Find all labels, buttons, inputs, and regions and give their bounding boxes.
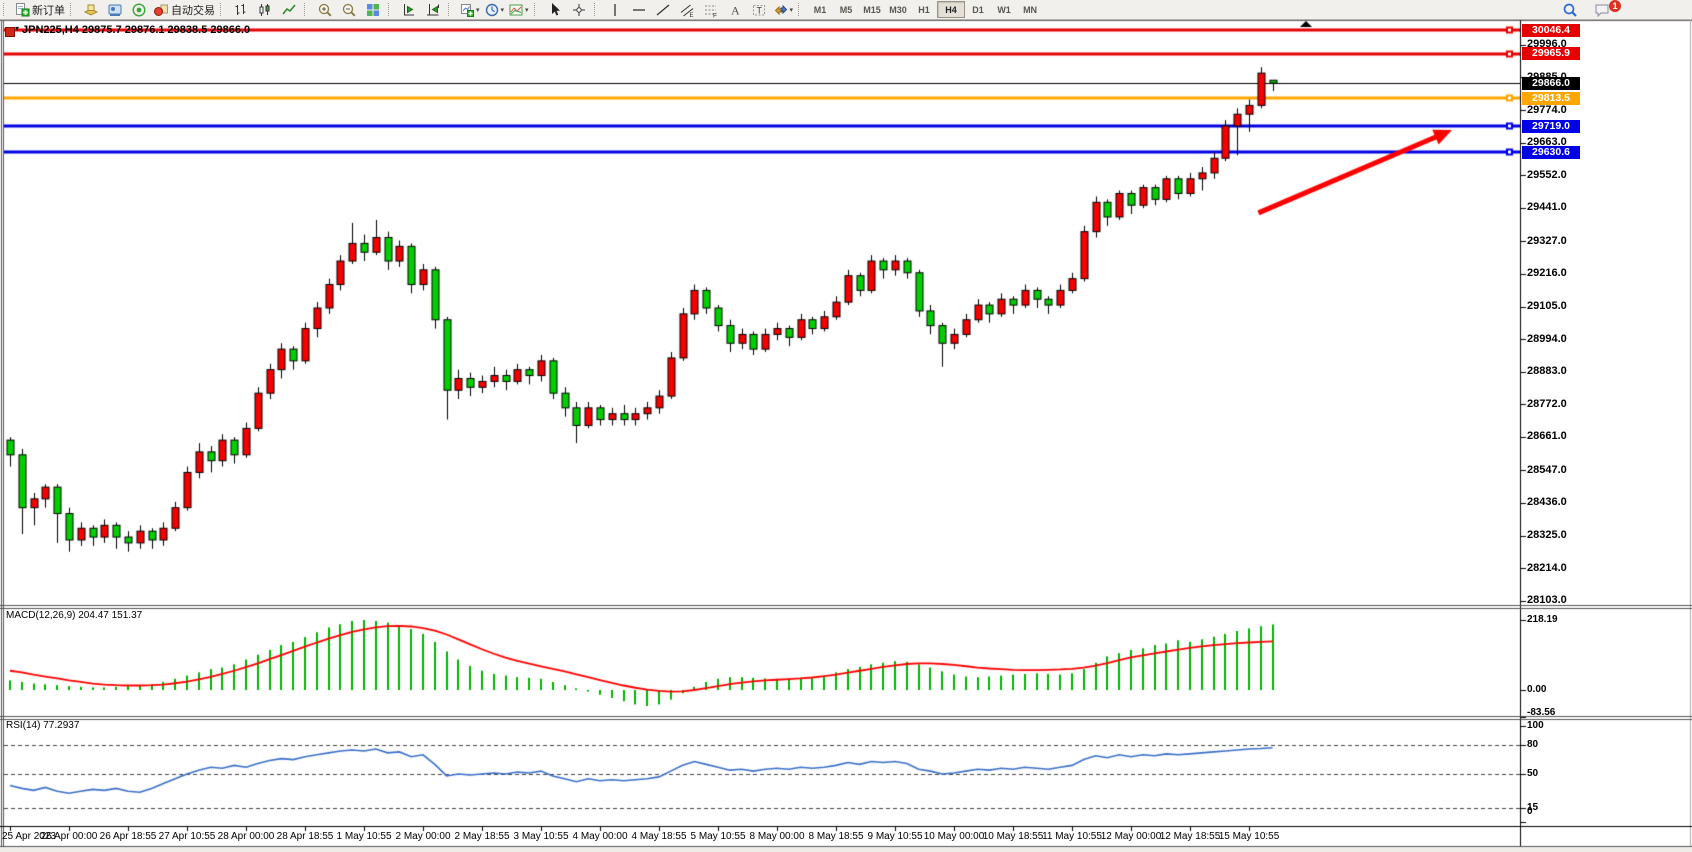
fibonacci-button[interactable]: F (699, 1, 723, 18)
chart-shift-icon (425, 2, 441, 18)
templates-icon (508, 2, 524, 18)
arrows-button[interactable]: ▾ (771, 1, 796, 18)
search-icon (1562, 2, 1578, 18)
chevron-down-icon: ▾ (525, 6, 529, 14)
new-order-button[interactable]: 新订单 (12, 1, 67, 18)
chevron-down-icon: ▾ (476, 6, 480, 14)
toolbar-button-label: 自动交易 (171, 4, 215, 17)
periods-icon (484, 2, 500, 18)
notifications-button[interactable]: 1 (1590, 0, 1621, 18)
label-icon: T (751, 2, 767, 18)
horizontal-line-button[interactable] (627, 1, 651, 18)
toolbar-grip (3, 3, 8, 16)
zoom-in-button[interactable] (313, 1, 337, 18)
line-chart-icon (281, 2, 297, 18)
cursor-icon (547, 2, 563, 18)
cursor-button[interactable] (543, 1, 567, 18)
timeframe-m5-button[interactable]: M5 (839, 4, 853, 15)
bar-chart-icon (233, 2, 249, 18)
toolbar-grip (798, 3, 803, 16)
candlestick-button[interactable] (253, 1, 277, 18)
zoom-out-icon (341, 2, 357, 18)
arrows-icon (773, 2, 789, 18)
toolbar-grip (220, 3, 225, 16)
vertical-line-button[interactable] (603, 1, 627, 18)
trendline-icon (655, 2, 671, 18)
channel-icon: E (679, 2, 695, 18)
trendline-button[interactable] (651, 1, 675, 18)
svg-text:E: E (689, 13, 693, 18)
timeframe-w1-button[interactable]: W1 (997, 4, 1011, 15)
sound-alert-button[interactable] (127, 1, 151, 18)
text-button[interactable]: A (723, 1, 747, 18)
templates-button[interactable]: ▾ (506, 1, 531, 18)
autotrade-icon (153, 2, 169, 18)
zoom-in-icon (317, 2, 333, 18)
horizontal-line-icon (631, 2, 647, 18)
new-order-icon (14, 2, 30, 18)
svg-text:A: A (731, 3, 740, 17)
chevron-down-icon: ▾ (789, 6, 794, 14)
toolbar-grip (533, 3, 539, 16)
toolbar-button-label: 新订单 (32, 4, 65, 17)
toolbar-grip (593, 3, 599, 16)
toolbar-grip (388, 3, 393, 16)
timeframe-mn-button[interactable]: MN (1023, 4, 1038, 15)
timeframe-m1-button[interactable]: M1 (813, 4, 827, 15)
channel-button[interactable]: E (675, 1, 699, 18)
new-chart-button[interactable]: ▾ (457, 1, 482, 18)
toolbar-grip (304, 3, 309, 16)
market-watch-icon (83, 2, 99, 18)
svg-text:F: F (713, 12, 717, 18)
tile-windows-icon (365, 2, 381, 18)
periods-button[interactable]: ▾ (482, 1, 507, 18)
toolbar-grip (448, 3, 453, 16)
data-window-icon (107, 2, 123, 18)
tile-windows-button[interactable] (361, 1, 385, 18)
auto-scroll-button[interactable] (397, 1, 421, 18)
fibonacci-icon: F (703, 2, 719, 18)
chevron-down-icon: ▾ (500, 6, 505, 14)
autotrade-button[interactable]: 自动交易 (151, 1, 217, 18)
crosshair-button[interactable] (567, 1, 591, 18)
candlestick-icon (257, 2, 273, 18)
search-button[interactable] (1558, 1, 1582, 18)
timeframe-d1-button[interactable]: D1 (972, 4, 984, 15)
svg-text:T: T (756, 5, 762, 15)
auto-scroll-icon (401, 2, 417, 18)
vertical-line-icon (607, 2, 623, 18)
new-chart-icon (459, 2, 475, 18)
text-icon: A (727, 2, 743, 18)
timeframe-h4-button[interactable]: H4 (937, 1, 966, 18)
zoom-out-button[interactable] (337, 1, 361, 18)
timeframe-m30-button[interactable]: M30 (889, 4, 907, 15)
timeframe-m15-button[interactable]: M15 (863, 4, 881, 15)
timeframe-h1-button[interactable]: H1 (918, 4, 930, 15)
chart-shift-button[interactable] (421, 1, 445, 18)
toolbar: 新订单 自动交易 ▾ ▾ ▾ E F A T ▾ M1 M5 M15 M30 H1 H4 D1 W1 MN 1 (0, 0, 1692, 20)
chat-icon (1594, 2, 1610, 18)
toolbar-grip (70, 3, 75, 16)
label-button[interactable]: T (747, 1, 771, 18)
bar-chart-button[interactable] (229, 1, 253, 18)
line-chart-button[interactable] (277, 1, 301, 18)
market-watch-button[interactable] (79, 1, 103, 18)
toolbar-right-group: 1 (1558, 0, 1621, 19)
sound-alert-icon (131, 2, 147, 18)
crosshair-icon (571, 2, 587, 18)
notification-badge: 1 (1609, 0, 1621, 12)
data-window-button[interactable] (103, 1, 127, 18)
